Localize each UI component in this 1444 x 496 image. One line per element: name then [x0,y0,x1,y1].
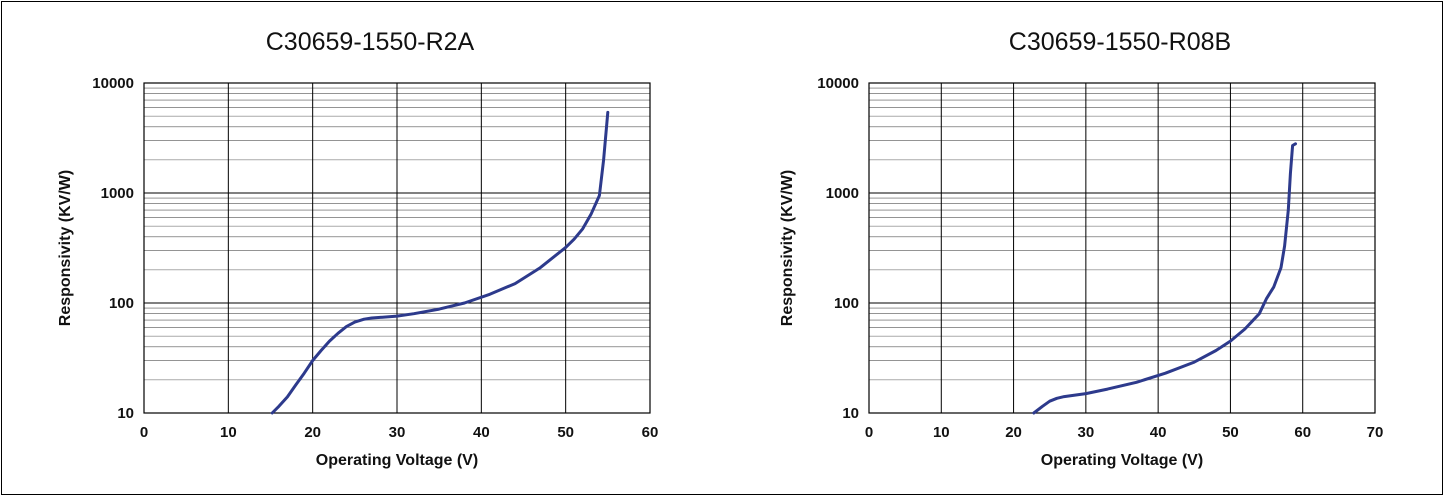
responsivity-curve [270,110,610,415]
x-axis-label: Operating Voltage (V) [1041,452,1203,469]
chart-title: C30659-1550-R08B [1009,28,1231,56]
y-tick-labels: 10 100 1000 10000 [817,75,859,422]
x-tick-label: 20 [304,424,321,441]
grid [143,82,651,414]
y-tick-label: 1000 [101,185,134,202]
y-tick-label: 100 [834,295,859,312]
x-tick-label: 50 [1222,424,1239,441]
x-tick-label: 10 [933,424,950,441]
x-axis-label: Operating Voltage (V) [316,452,478,469]
y-axis-label: Responsivity (KV/W) [57,170,74,326]
responsivity-curve [1032,142,1297,415]
y-tick-label: 10 [842,405,859,422]
x-tick-label: 0 [140,424,148,441]
y-tick-label: 10 [117,405,134,422]
chart-r2a: C30659-1550-R2A 0 10 20 30 40 50 60 1010010001… [57,28,659,469]
y-axis-label: Responsivity (KV/W) [779,170,796,326]
plot-area [868,82,1376,414]
y-tick-labels: 10 100 1000 10000 [92,75,134,422]
x-tick-labels: 0 10 20 30 40 50 60 70 [865,424,1384,441]
x-tick-label: 70 [1367,424,1384,441]
plot-area [143,82,651,414]
y-tick-label: 10000 [817,75,859,92]
y-tick-label: 10000 [92,75,134,92]
x-tick-label: 50 [557,424,574,441]
x-tick-label: 30 [1078,424,1095,441]
x-tick-label: 30 [389,424,406,441]
y-tick-label: 1000 [826,185,859,202]
x-tick-label: 20 [1005,424,1022,441]
x-tick-labels: 0 10 20 30 40 50 60 [140,424,659,441]
x-tick-label: 40 [473,424,490,441]
chart-r08b: C30659-1550-R08B 0 10 20 30 40 50 60 70 1010010… [779,28,1384,469]
x-tick-label: 40 [1150,424,1167,441]
chart-title: C30659-1550-R2A [266,28,475,56]
grid [868,82,1376,414]
y-tick-label: 100 [109,295,134,312]
x-tick-label: 60 [642,424,659,441]
x-tick-label: 0 [865,424,873,441]
x-tick-label: 60 [1294,424,1311,441]
x-tick-label: 10 [220,424,237,441]
